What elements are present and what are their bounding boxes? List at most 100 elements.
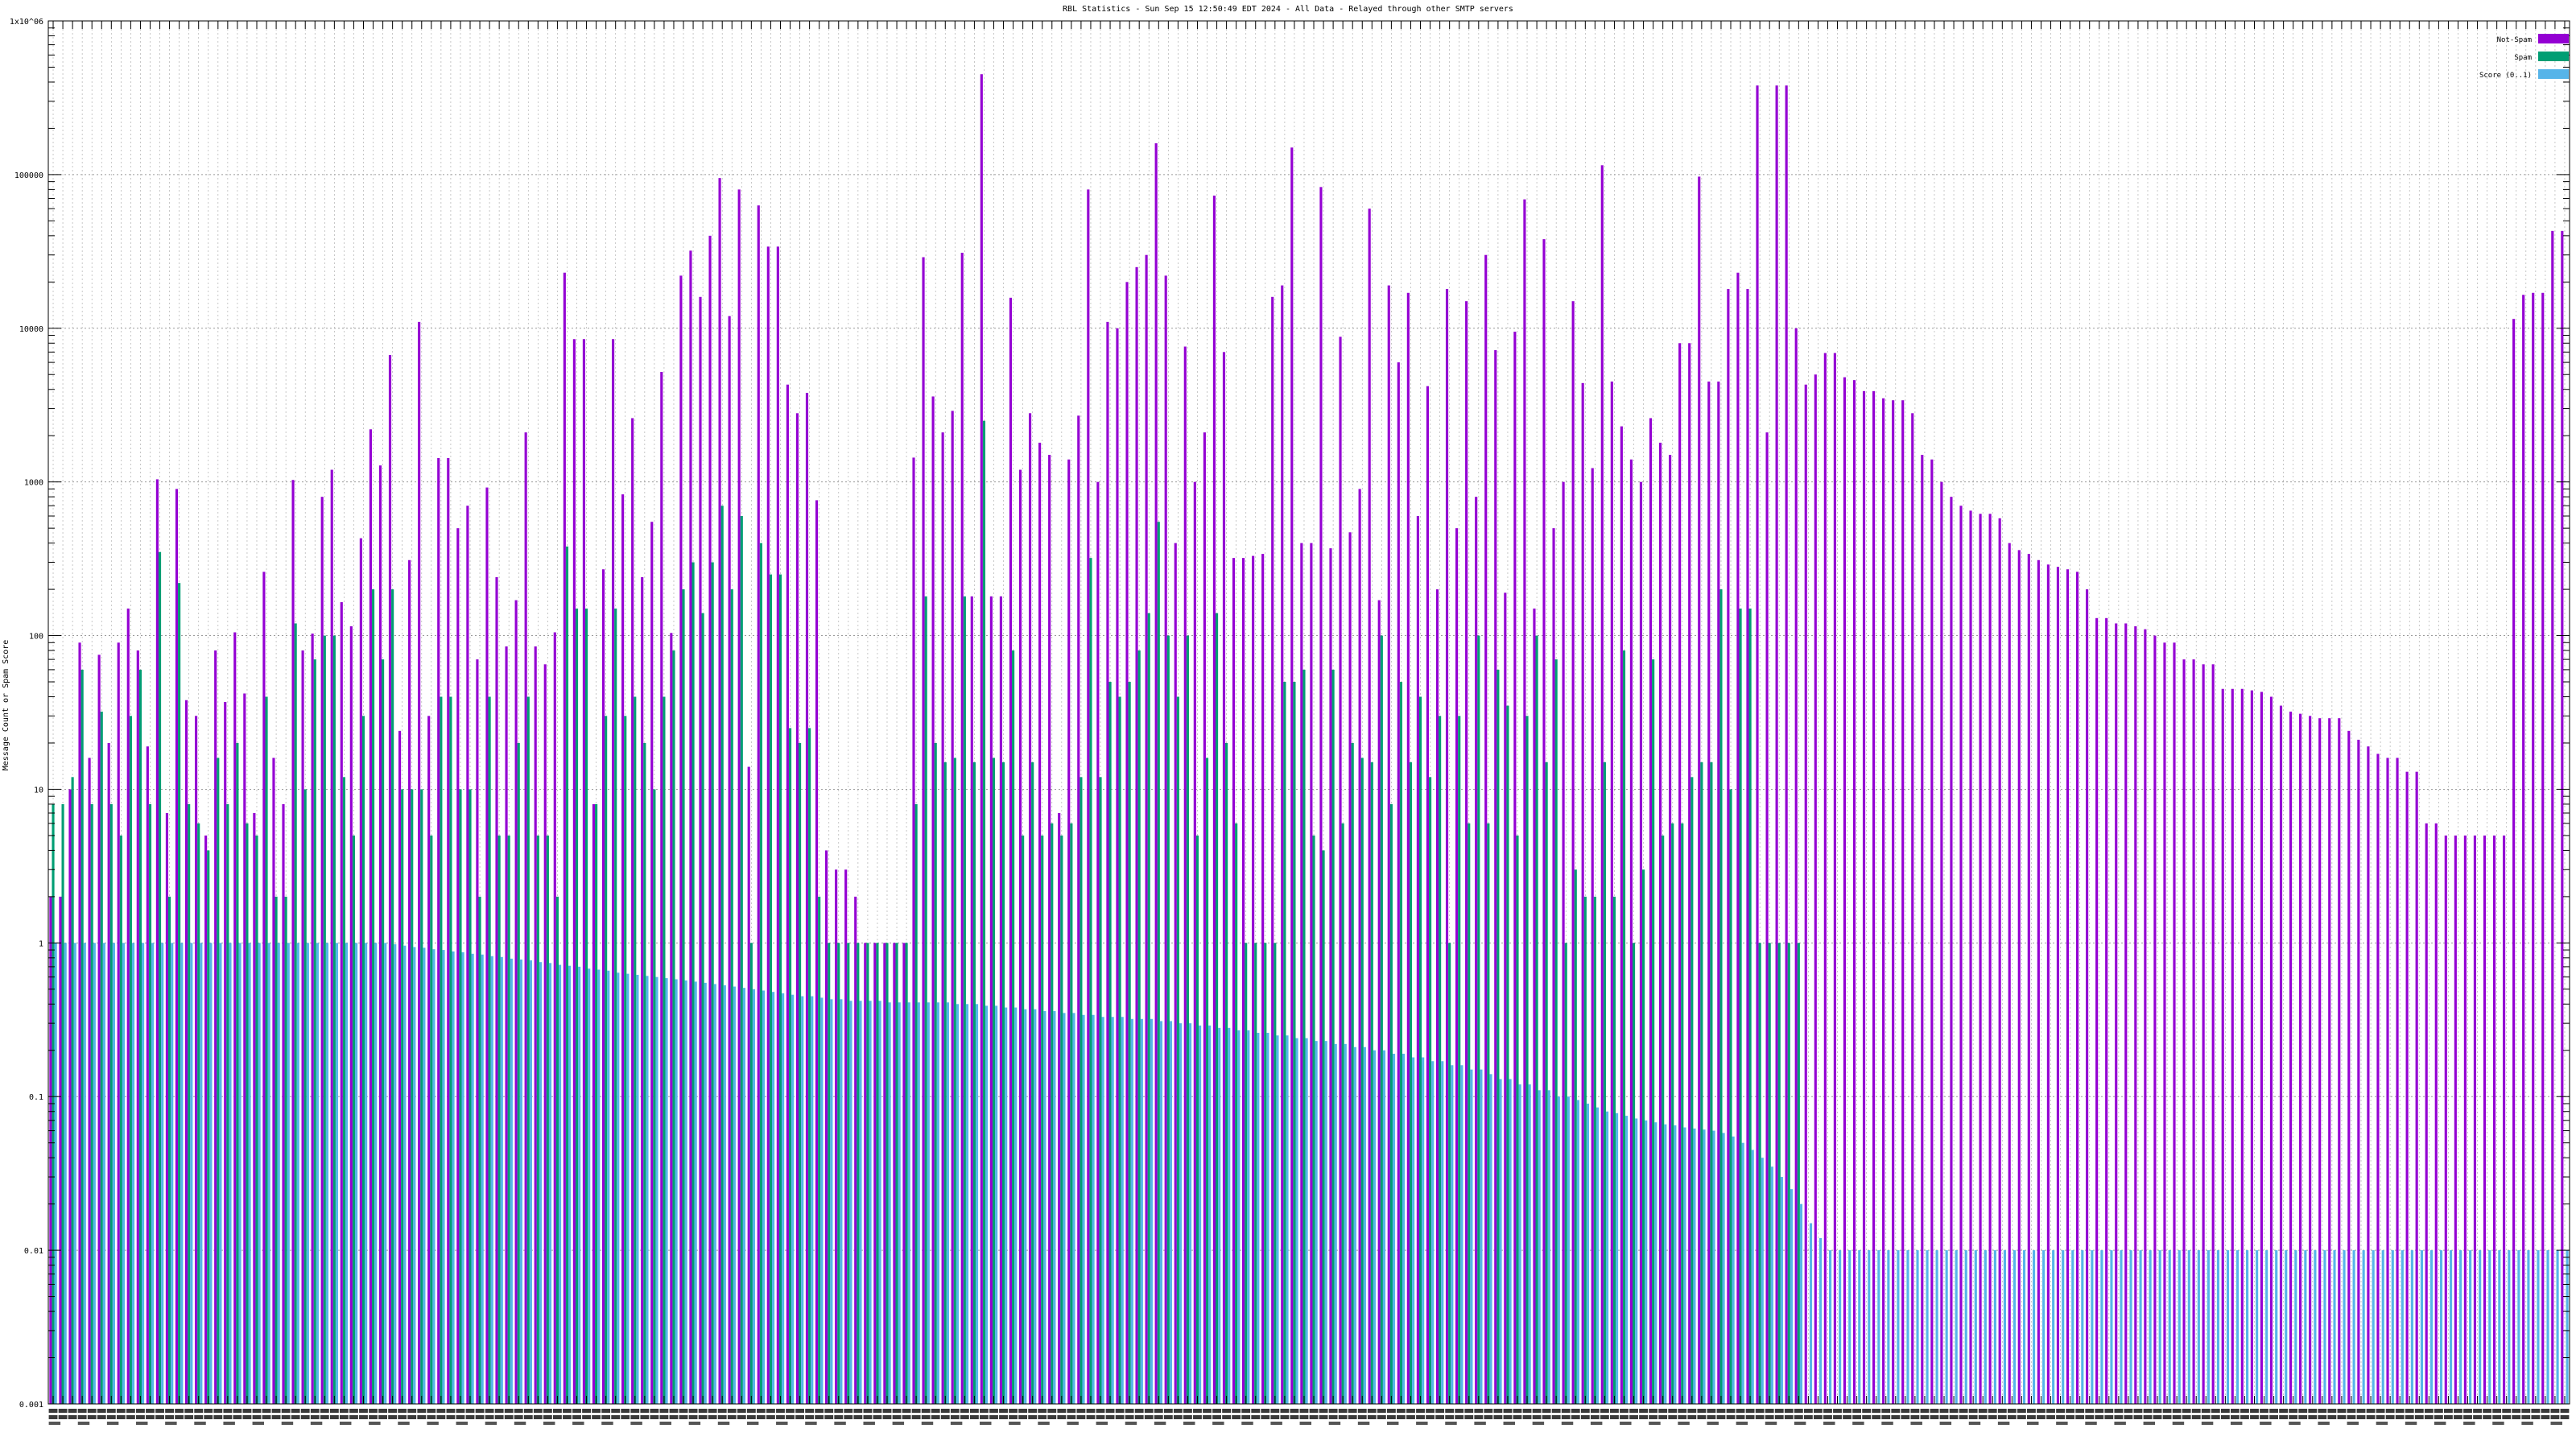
bar-spam xyxy=(255,835,258,1404)
bar-not-spam xyxy=(1940,481,1943,1404)
bar-spam xyxy=(1176,696,1179,1404)
x-label-mark xyxy=(97,1415,106,1419)
x-label-mark xyxy=(2337,1415,2347,1419)
bar-score-0-1- xyxy=(617,972,620,1404)
bar-score-0-1- xyxy=(898,1002,901,1404)
bar-score-0-1- xyxy=(1616,1113,1619,1404)
bar-not-spam xyxy=(2008,543,2011,1405)
x-label-mark xyxy=(1852,1409,1862,1413)
x-label-mark xyxy=(2162,1409,2172,1413)
bar-not-spam xyxy=(2221,688,2224,1404)
bar-spam xyxy=(614,608,617,1404)
bar-not-spam xyxy=(679,275,683,1404)
bar-score-0-1- xyxy=(2246,1250,2249,1404)
bar-score-0-1- xyxy=(2429,1250,2434,1404)
bar-score-0-1- xyxy=(1848,1250,1852,1404)
x-label-mark xyxy=(1144,1409,1154,1413)
x-label-mark xyxy=(2405,1422,2417,1425)
x-label-mark xyxy=(1678,1422,1690,1425)
bar-not-spam xyxy=(466,506,469,1404)
x-label-mark xyxy=(1028,1415,1038,1419)
bar-score-0-1- xyxy=(2439,1250,2443,1404)
bar-score-0-1- xyxy=(2062,1250,2065,1404)
x-label-mark xyxy=(1823,1422,1835,1425)
bar-score-0-1- xyxy=(316,943,319,1404)
x-label-mark xyxy=(2444,1415,2453,1419)
bar-spam xyxy=(1797,943,1800,1404)
x-label-mark xyxy=(427,1409,436,1413)
x-label-mark xyxy=(1367,1409,1377,1413)
legend-label: Spam xyxy=(2514,54,2532,62)
bar-spam xyxy=(1429,777,1432,1404)
x-label-mark xyxy=(1357,1409,1367,1413)
bar-score-0-1- xyxy=(355,943,358,1404)
bar-spam xyxy=(653,789,656,1404)
x-label-mark xyxy=(1949,1409,1959,1413)
x-label-mark xyxy=(1280,1409,1290,1413)
x-label-mark xyxy=(1910,1409,1920,1413)
bar-not-spam xyxy=(989,596,993,1404)
x-label-mark xyxy=(2279,1409,2289,1413)
x-label-mark xyxy=(2318,1422,2330,1425)
x-label-mark xyxy=(494,1409,504,1413)
x-label-mark xyxy=(1406,1415,1415,1419)
bar-not-spam xyxy=(447,458,450,1404)
bar-score-0-1- xyxy=(626,973,630,1404)
bar-spam xyxy=(1186,635,1189,1404)
x-label-mark xyxy=(2220,1415,2230,1419)
bar-score-0-1- xyxy=(1654,1122,1657,1404)
bar-score-0-1- xyxy=(2120,1250,2123,1404)
x-label-mark xyxy=(204,1409,213,1413)
x-label-mark xyxy=(204,1415,213,1419)
x-label-mark xyxy=(2124,1409,2133,1413)
x-label-mark xyxy=(1115,1415,1125,1419)
x-label-mark xyxy=(1193,1415,1202,1419)
bar-spam xyxy=(1622,650,1626,1404)
bar-score-0-1- xyxy=(2207,1250,2210,1404)
x-label-mark xyxy=(1745,1409,1755,1413)
bar-score-0-1- xyxy=(1218,1027,1221,1404)
bar-spam xyxy=(886,943,889,1404)
x-label-mark xyxy=(2434,1409,2443,1413)
x-label-mark xyxy=(1348,1415,1357,1419)
bar-spam xyxy=(1652,659,1655,1404)
bar-spam xyxy=(536,835,539,1404)
x-label-mark xyxy=(456,1415,465,1419)
bar-score-0-1- xyxy=(209,943,213,1404)
bar-score-0-1- xyxy=(471,953,474,1404)
bar-score-0-1- xyxy=(1683,1127,1686,1404)
bar-not-spam xyxy=(670,633,673,1404)
bar-score-0-1- xyxy=(248,943,251,1404)
y-tick-label: 1 xyxy=(39,939,43,948)
bar-spam xyxy=(52,803,55,1404)
x-label-mark xyxy=(1474,1422,1486,1425)
x-label-mark xyxy=(1397,1415,1406,1419)
x-label-mark xyxy=(1222,1409,1232,1413)
bar-score-0-1- xyxy=(93,943,96,1404)
bar-score-0-1- xyxy=(1344,1043,1347,1404)
bar-not-spam xyxy=(1067,459,1071,1404)
x-label-mark xyxy=(543,1409,552,1413)
x-label-mark xyxy=(136,1422,148,1425)
x-label-mark xyxy=(1212,1415,1221,1419)
x-label-mark xyxy=(2046,1415,2055,1419)
bar-spam xyxy=(275,896,278,1404)
x-label-mark xyxy=(795,1415,804,1419)
bar-not-spam xyxy=(1794,328,1798,1404)
x-label-mark xyxy=(1600,1415,1609,1419)
x-label-mark xyxy=(2337,1409,2347,1413)
bar-not-spam xyxy=(2551,230,2554,1404)
x-label-mark xyxy=(1270,1409,1280,1413)
x-label-mark xyxy=(1629,1415,1638,1419)
x-label-mark xyxy=(2492,1422,2504,1425)
x-label-mark xyxy=(436,1415,446,1419)
bar-spam xyxy=(342,777,345,1404)
x-label-mark xyxy=(2492,1415,2502,1419)
bar-spam xyxy=(90,803,93,1404)
y-tick-label: 100 xyxy=(29,633,43,642)
x-label-mark xyxy=(1639,1415,1649,1419)
bar-spam xyxy=(905,943,908,1404)
x-label-mark xyxy=(863,1409,873,1413)
x-label-mark xyxy=(659,1422,671,1425)
y-tick-label: 10 xyxy=(34,786,43,795)
